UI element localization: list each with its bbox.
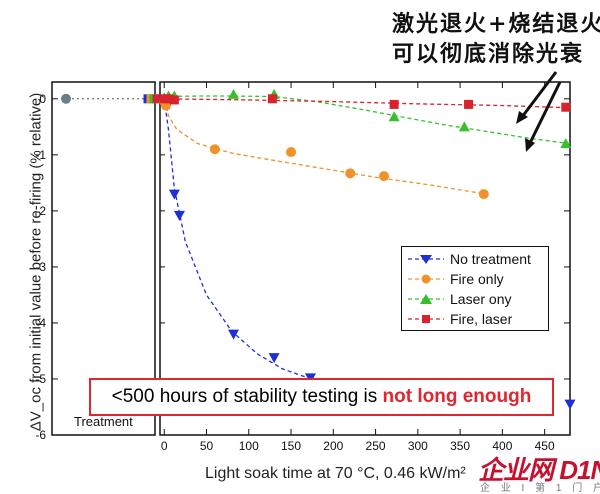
treatment-panel-label: Treatment bbox=[74, 414, 133, 429]
watermark-sub-text: 企 业 I 第 1 门 户 bbox=[480, 483, 600, 494]
y-tick-label: -5 bbox=[35, 372, 46, 386]
legend-entry-no-treatment: No treatment bbox=[406, 249, 544, 269]
legend: No treatment Fire only Laser ony Fire, l… bbox=[401, 246, 549, 331]
legend-label-fire-laser: Fire, laser bbox=[450, 311, 513, 327]
treatment-marker bbox=[152, 94, 162, 104]
legend-entry-laser-only: Laser ony bbox=[406, 289, 544, 309]
treatment-marker bbox=[61, 93, 71, 104]
legend-marker-no-treatment bbox=[408, 255, 444, 264]
plot-frame bbox=[159, 81, 571, 436]
annotation-arrowhead-2 bbox=[525, 138, 535, 152]
data-point bbox=[268, 353, 280, 364]
annotation-arrow-2 bbox=[528, 81, 562, 144]
data-point bbox=[560, 138, 572, 149]
series-trend-line bbox=[164, 98, 571, 109]
x-tick-label: 250 bbox=[366, 439, 386, 453]
y-tick-label: -4 bbox=[35, 316, 46, 330]
series-trend-line bbox=[163, 98, 359, 389]
data-point bbox=[561, 102, 571, 112]
y-tick-label: -1 bbox=[35, 148, 46, 162]
legend-marker-laser-only bbox=[408, 294, 444, 304]
series-trend-line bbox=[164, 95, 571, 145]
legend-label-laser-only: Laser ony bbox=[450, 291, 512, 307]
legend-label-fire-only: Fire only bbox=[450, 271, 504, 287]
legend-entry-fire-only: Fire only bbox=[406, 269, 544, 289]
treatment-panel-frame bbox=[51, 81, 156, 436]
callout-box: <500 hours of stability testing is not l… bbox=[89, 378, 554, 416]
watermark-logo: 企业网 D1Net 企 业 I 第 1 门 户 bbox=[478, 450, 600, 494]
annotation-arrowhead-1 bbox=[516, 111, 528, 124]
data-point bbox=[169, 95, 179, 105]
legend-marker-fire-laser bbox=[408, 315, 444, 323]
x-tick-label: 450 bbox=[535, 439, 555, 453]
data-point bbox=[388, 111, 400, 122]
data-point bbox=[168, 189, 180, 200]
x-axis-label: Light soak time at 70 °C, 0.46 kW/m² bbox=[205, 465, 466, 482]
callout-text: <500 hours of stability testing is bbox=[111, 386, 383, 407]
data-point bbox=[267, 94, 277, 104]
data-point bbox=[286, 147, 297, 158]
legend-entry-fire-laser: Fire, laser bbox=[406, 309, 544, 329]
callout-emphasis: not long enough bbox=[382, 386, 532, 407]
y-tick-label: 0 bbox=[39, 92, 46, 106]
x-tick-label: 300 bbox=[408, 439, 428, 453]
y-tick-label: -6 bbox=[35, 428, 46, 442]
annotation-arrow-1 bbox=[520, 71, 558, 118]
data-point bbox=[163, 94, 173, 104]
data-point bbox=[379, 171, 390, 182]
data-point bbox=[458, 121, 470, 132]
x-tick-label: 50 bbox=[200, 439, 214, 453]
chinese-annotation-line-1: 激光退火+烧结退火 bbox=[392, 11, 600, 37]
legend-label-no-treatment: No treatment bbox=[450, 251, 531, 267]
data-point bbox=[209, 144, 220, 155]
x-tick-label: 100 bbox=[239, 439, 259, 453]
series-trend-line bbox=[163, 99, 486, 195]
y-tick-label: -2 bbox=[35, 204, 46, 218]
chinese-annotation-line-2: 可以彻底消除光衰 bbox=[392, 41, 585, 67]
data-point bbox=[345, 168, 356, 179]
watermark-main-text: 企业网 D1Net bbox=[478, 455, 600, 485]
data-point bbox=[389, 99, 399, 109]
legend-marker-fire-only bbox=[408, 274, 444, 284]
data-point bbox=[478, 189, 489, 200]
data-point bbox=[464, 99, 474, 109]
x-tick-label: 150 bbox=[281, 439, 301, 453]
data-point bbox=[564, 399, 576, 410]
y-tick-label: -3 bbox=[35, 260, 46, 274]
x-tick-label: 400 bbox=[492, 439, 512, 453]
y-axis-label: ΔV_oc from initial value before re-firin… bbox=[27, 92, 45, 432]
data-point bbox=[173, 210, 185, 221]
x-tick-label: 350 bbox=[450, 439, 470, 453]
x-tick-label: 0 bbox=[161, 439, 168, 453]
data-point bbox=[228, 88, 240, 99]
data-point bbox=[228, 329, 240, 340]
x-tick-label: 200 bbox=[323, 439, 343, 453]
